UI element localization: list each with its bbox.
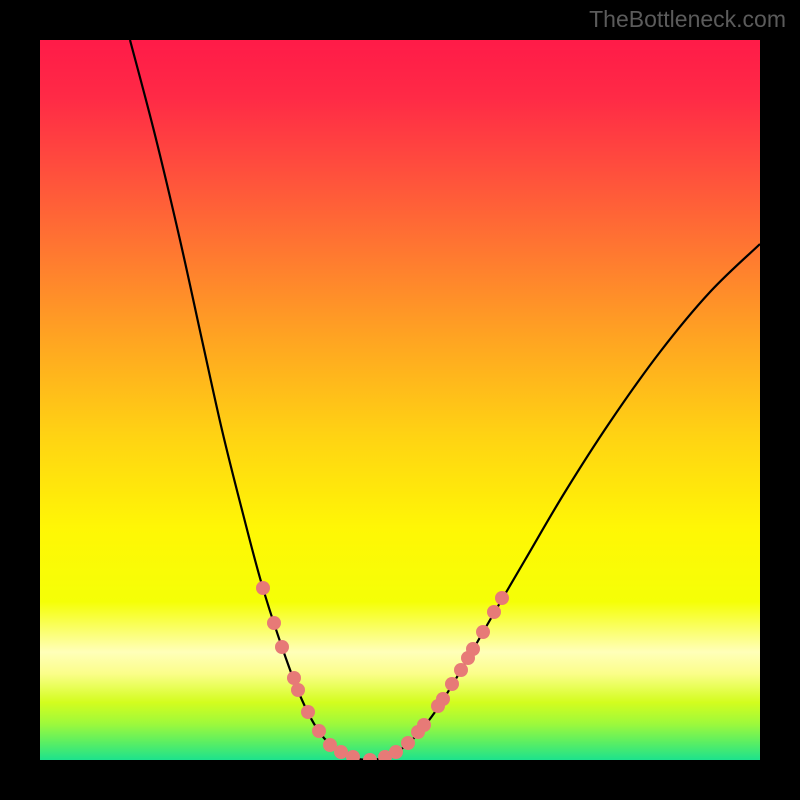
data-marker <box>256 581 270 595</box>
curve-right <box>370 244 760 760</box>
data-marker <box>312 724 326 738</box>
data-marker <box>287 671 301 685</box>
data-marker <box>291 683 305 697</box>
data-marker <box>476 625 490 639</box>
data-marker <box>275 640 289 654</box>
data-marker <box>301 705 315 719</box>
data-marker <box>417 718 431 732</box>
data-marker <box>487 605 501 619</box>
chart-plot-area <box>40 40 760 760</box>
data-marker <box>454 663 468 677</box>
data-marker <box>346 750 360 760</box>
watermark-text: TheBottleneck.com <box>589 6 786 33</box>
data-marker <box>436 692 450 706</box>
markers-right-cluster <box>363 591 509 760</box>
markers-left-cluster <box>256 581 360 760</box>
chart-curves <box>40 40 760 760</box>
data-marker <box>334 745 348 759</box>
data-marker <box>466 642 480 656</box>
data-marker <box>495 591 509 605</box>
data-marker <box>401 736 415 750</box>
data-marker <box>267 616 281 630</box>
curve-left <box>130 40 370 760</box>
data-marker <box>363 753 377 760</box>
data-marker <box>389 745 403 759</box>
data-marker <box>445 677 459 691</box>
